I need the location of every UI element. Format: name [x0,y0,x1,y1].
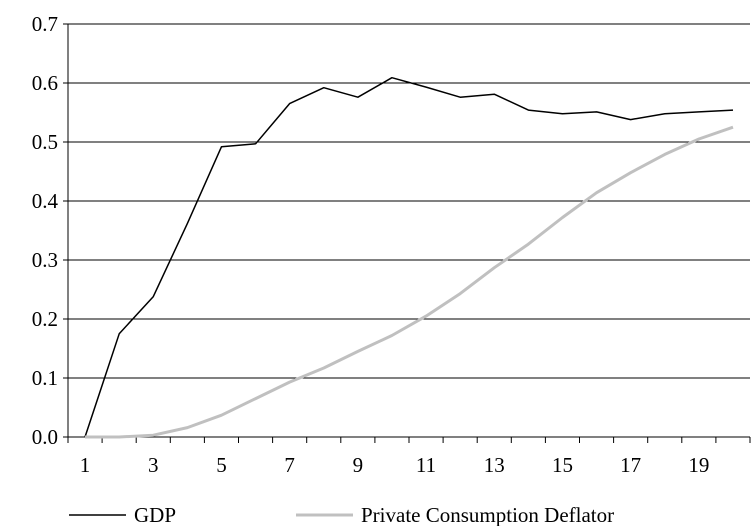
legend-label-deflator: Private Consumption Deflator [361,503,614,526]
x-tick-label: 5 [216,453,227,477]
y-tick-label: 0.0 [32,425,58,449]
y-tick-label: 0.5 [32,130,58,154]
y-tick-label: 0.1 [32,366,58,390]
y-axis-ticks: 0.0 0.1 0.2 0.3 0.4 0.5 0.6 0.7 [32,12,68,449]
x-tick-label: 11 [416,453,436,477]
y-tick-label: 0.2 [32,307,58,331]
legend-label-gdp: GDP [134,503,176,526]
x-tick-label: 7 [284,453,295,477]
x-tick-label: 13 [484,453,505,477]
x-tick-label: 19 [688,453,709,477]
series-line-private-consumption-deflator [85,125,734,439]
y-tick-label: 0.3 [32,248,58,272]
x-axis-ticks: 1 3 5 7 9 11 13 15 17 19 [67,437,751,477]
series-lines [84,76,734,439]
x-tick-label: 1 [80,453,91,477]
y-tick-label: 0.4 [32,189,59,213]
x-tick-label: 9 [353,453,364,477]
x-tick-label: 15 [552,453,573,477]
series-line-gdp [84,76,734,438]
y-tick-label: 0.7 [32,12,58,36]
x-tick-label: 3 [148,453,159,477]
axes [67,24,750,438]
y-tick-label: 0.6 [32,71,58,95]
x-tick-label: 17 [620,453,641,477]
legend: GDP Private Consumption Deflator [69,503,614,526]
